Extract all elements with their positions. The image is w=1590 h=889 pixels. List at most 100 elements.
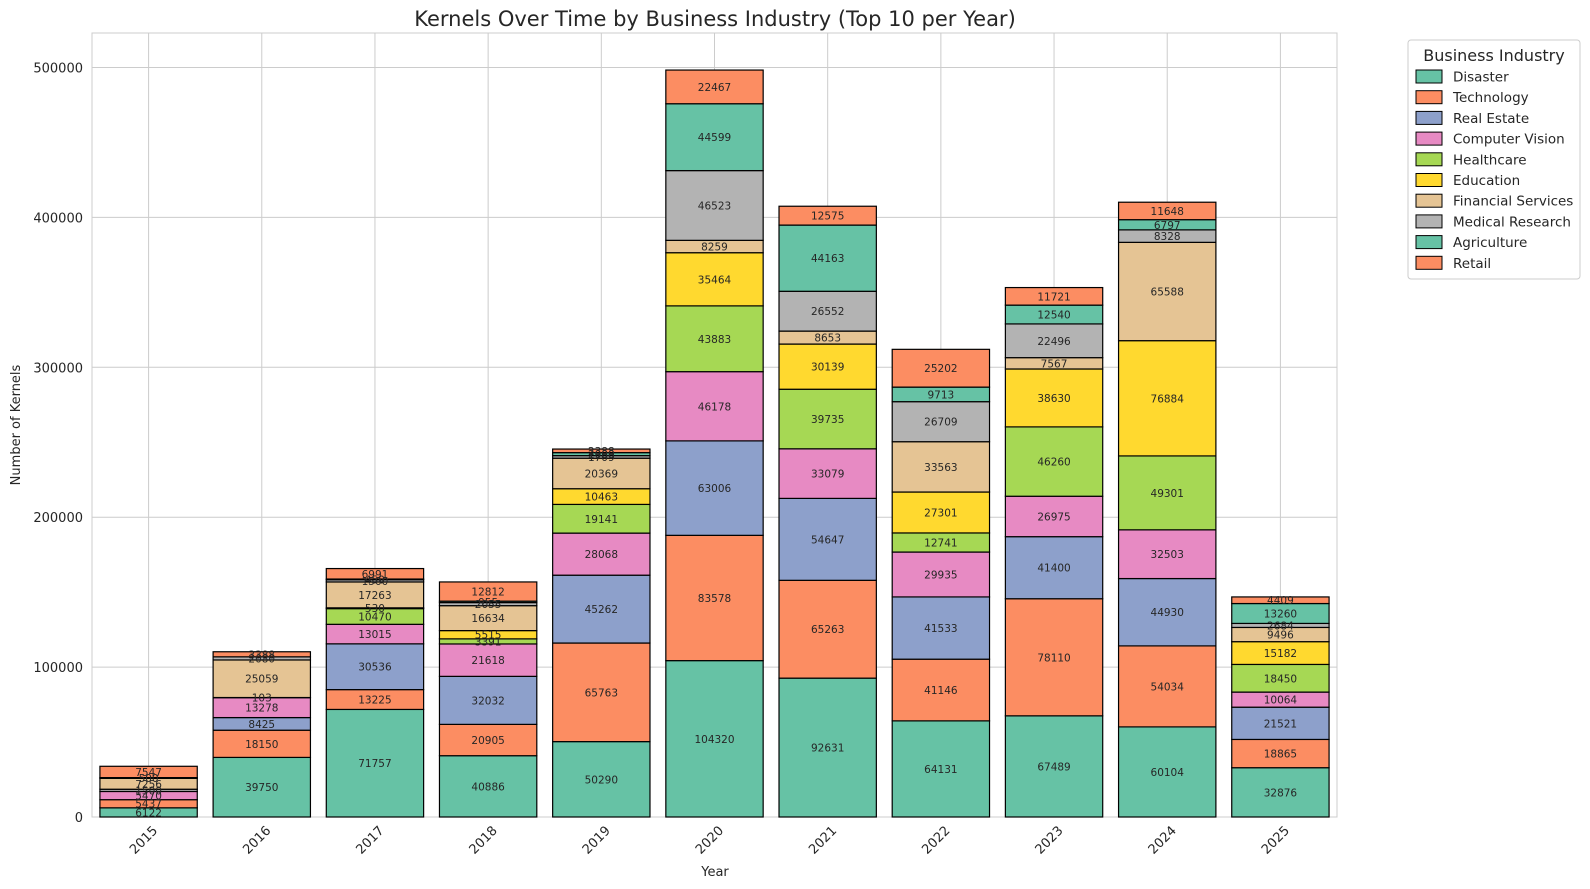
bar-segment-label: 22496 bbox=[1037, 336, 1071, 348]
bar-segment-label: 26552 bbox=[811, 306, 844, 318]
bar-segment-label: 44930 bbox=[1151, 607, 1184, 619]
y-tick-label: 0 bbox=[75, 811, 83, 826]
bar-segment bbox=[552, 503, 651, 534]
bar-segment-label: 2684 bbox=[1267, 620, 1294, 632]
bar-segment bbox=[1117, 455, 1217, 531]
bar-segment-label: 3388 bbox=[248, 649, 275, 661]
bar-segment-label: 43883 bbox=[698, 334, 731, 346]
bar-segment-label: 46523 bbox=[698, 200, 731, 212]
bar-segment bbox=[212, 651, 312, 658]
bar-segment-label: 9496 bbox=[1267, 630, 1294, 642]
legend-entry-label: Medical Research bbox=[1453, 214, 1571, 230]
bar-segment-label: 44163 bbox=[811, 253, 844, 265]
legend-frame bbox=[1407, 39, 1581, 280]
legend-entry-label: Financial Services bbox=[1453, 194, 1573, 210]
legend-entry-label: Disaster bbox=[1453, 70, 1509, 86]
bar-segment-label: 500 bbox=[139, 773, 159, 785]
bar-segment bbox=[778, 205, 877, 226]
bar-segment-label: 32032 bbox=[471, 695, 504, 707]
bar-segment bbox=[891, 658, 991, 722]
bar-segment-label: 20369 bbox=[585, 468, 618, 480]
bar-segment bbox=[665, 440, 764, 536]
bar-segment-label: 6991 bbox=[362, 569, 389, 581]
bar-segment-label: 5470 bbox=[135, 791, 162, 803]
bar-segment-label: 39750 bbox=[245, 782, 278, 794]
bar-segment bbox=[778, 579, 877, 679]
segment-labels: 6122543754701500725650075473975018150842… bbox=[135, 82, 1297, 820]
legend-swatch bbox=[1415, 193, 1443, 208]
bar-segment-label: 13278 bbox=[245, 703, 278, 715]
bar-segment-label: 65763 bbox=[585, 687, 618, 699]
bar-segment-label: 38630 bbox=[1037, 393, 1070, 405]
bar-segment-label: 6797 bbox=[1154, 220, 1181, 232]
legend-swatch bbox=[1415, 152, 1443, 167]
bar-segment-label: 26975 bbox=[1037, 511, 1070, 523]
legend-entry-label: Retail bbox=[1453, 256, 1491, 272]
legend-swatch bbox=[1415, 255, 1443, 270]
legend-entry-label: Real Estate bbox=[1453, 111, 1529, 127]
bar-segment bbox=[438, 755, 538, 818]
bar-segment bbox=[1231, 663, 1330, 693]
bar-segment-label: 28068 bbox=[585, 549, 618, 561]
bar-segment-label: 83578 bbox=[698, 593, 731, 605]
legend-entry-label: Computer Vision bbox=[1453, 132, 1565, 148]
bar-segment-label: 54034 bbox=[1151, 681, 1185, 693]
bar-segment-label: 35464 bbox=[698, 274, 732, 286]
bar-segment bbox=[665, 305, 764, 373]
bar-segment-label: 76884 bbox=[1151, 393, 1185, 405]
bar-segment bbox=[891, 401, 991, 443]
bar-segment bbox=[1231, 738, 1330, 769]
bar-segment-label: 20905 bbox=[471, 735, 504, 747]
bar-segment bbox=[438, 605, 538, 632]
bar-segment bbox=[778, 388, 877, 450]
bar-segment-label: 6122 bbox=[135, 807, 162, 819]
bar-segment-label: 33563 bbox=[924, 462, 957, 474]
y-axis-label: Number of Kernels bbox=[9, 364, 24, 485]
bar-segment-label: 30139 bbox=[811, 362, 844, 374]
legend-swatch bbox=[1415, 69, 1443, 84]
bar-segment bbox=[438, 675, 538, 725]
bar-segment bbox=[438, 581, 538, 602]
legend-title: Business Industry bbox=[1423, 46, 1564, 65]
bar-segment-label: 4409 bbox=[1267, 595, 1294, 607]
bar-segment bbox=[1117, 340, 1217, 457]
bar-segment-label: 8425 bbox=[248, 719, 275, 731]
bar-segment-label: 8259 bbox=[701, 242, 728, 254]
bar-segment-label: 21521 bbox=[1264, 718, 1297, 730]
bar-segment bbox=[778, 290, 877, 332]
legend-entries: Disaster Technology Real Estate Computer Vi… bbox=[1415, 69, 1573, 272]
bar-segment bbox=[325, 567, 425, 580]
bar-segment bbox=[438, 723, 538, 757]
bar-segment-label: 44599 bbox=[698, 132, 731, 144]
bar-segment-label: 450 bbox=[365, 574, 385, 586]
chart-title: Kernels Over Time by Business Industry (… bbox=[414, 7, 1016, 31]
bar-segment bbox=[778, 448, 877, 499]
bar-segment-label: 92631 bbox=[811, 743, 844, 755]
bar-segment-label: 12741 bbox=[924, 538, 957, 550]
legend-swatch bbox=[1415, 235, 1443, 250]
bar-segment-label: 13260 bbox=[1264, 608, 1297, 620]
bar-segment-label: 9713 bbox=[927, 389, 954, 401]
bar-segment-label: 12540 bbox=[1037, 310, 1070, 322]
bar-segment-label: 11721 bbox=[1037, 291, 1070, 303]
bar-segment-label: 29935 bbox=[924, 569, 957, 581]
bar-segment-label: 22467 bbox=[698, 82, 731, 94]
bar-segment bbox=[778, 677, 877, 818]
bar-segment bbox=[665, 69, 764, 105]
bar-segment-label: 3391 bbox=[475, 636, 502, 648]
bar-segment-label: 33079 bbox=[811, 469, 844, 481]
bar-segment-label: 54647 bbox=[811, 534, 844, 546]
y-axis-ticks: 0 100000 200000 300000 400000 500000 bbox=[33, 61, 83, 826]
bar-segment-label: 2388 bbox=[588, 446, 615, 458]
bar-segment bbox=[1231, 706, 1330, 741]
legend-swatch bbox=[1415, 214, 1443, 229]
bar-segment-label: 104320 bbox=[694, 734, 734, 746]
bar-segment bbox=[1117, 577, 1217, 647]
bar-segment-label: 45262 bbox=[585, 604, 618, 616]
bar-segment-label: 16634 bbox=[471, 613, 505, 625]
bar-segment-label: 25202 bbox=[924, 363, 957, 375]
bar-segment-label: 19141 bbox=[585, 514, 618, 526]
bar-segment bbox=[212, 756, 312, 818]
bar-segment bbox=[778, 224, 877, 292]
